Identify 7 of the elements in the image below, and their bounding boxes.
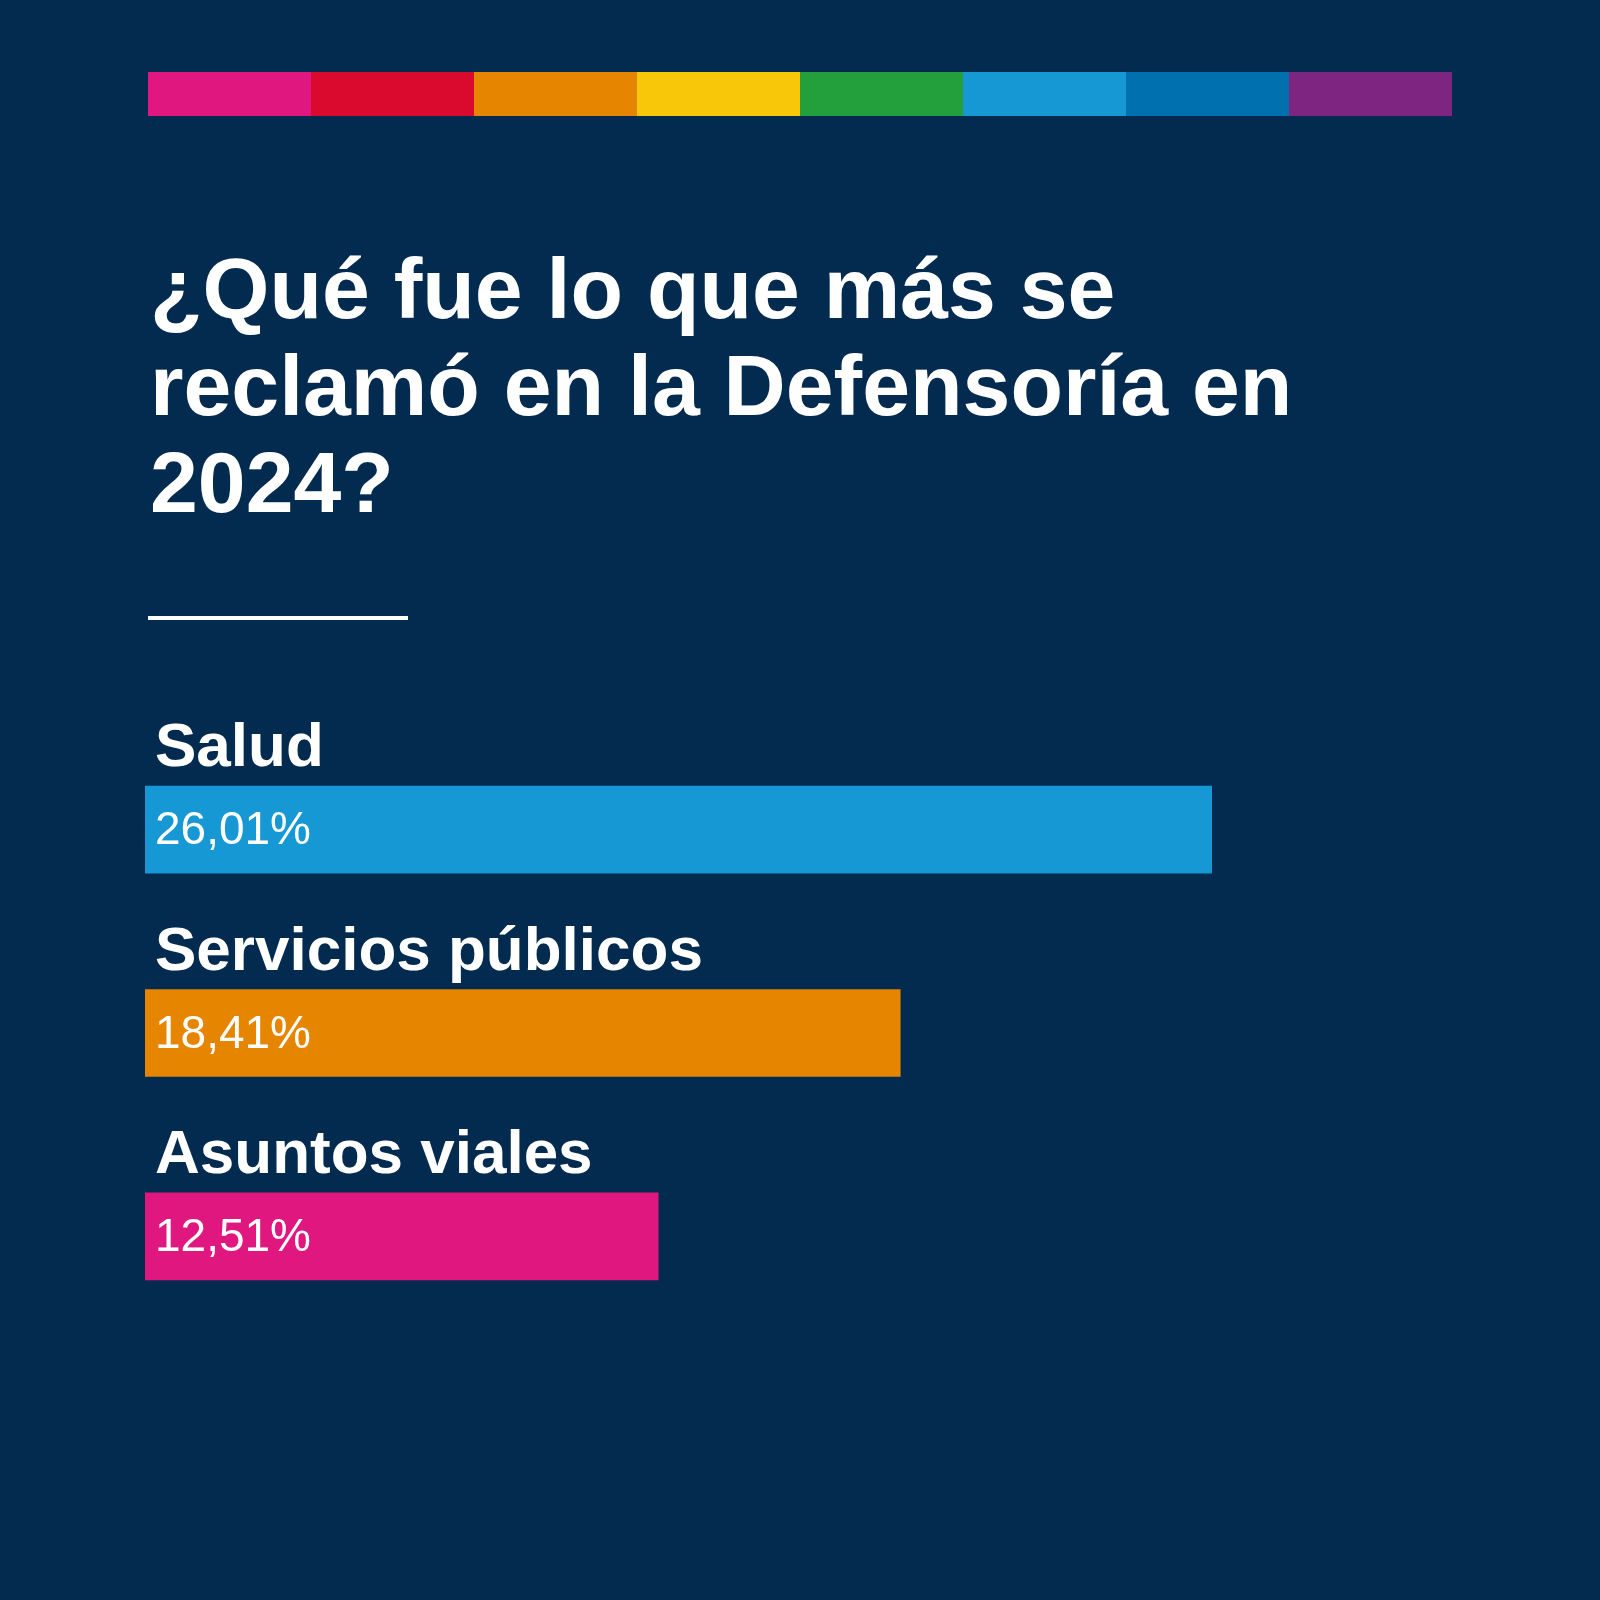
y-tick-label: Servicios públicos (155, 913, 703, 983)
data-label: 26,01% (155, 802, 312, 855)
data-label: 18,41% (155, 1005, 312, 1058)
data-label: 12,51% (155, 1209, 312, 1262)
y-tick-label: Salud (155, 710, 324, 780)
y-tick-label: Asuntos viales (155, 1116, 593, 1186)
chart-title: ¿Qué fue lo que más se reclamó en la Defensoría en 2024? (150, 240, 1294, 532)
